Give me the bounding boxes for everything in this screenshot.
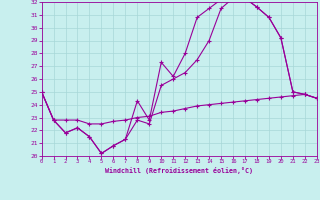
X-axis label: Windchill (Refroidissement éolien,°C): Windchill (Refroidissement éolien,°C) [105,167,253,174]
